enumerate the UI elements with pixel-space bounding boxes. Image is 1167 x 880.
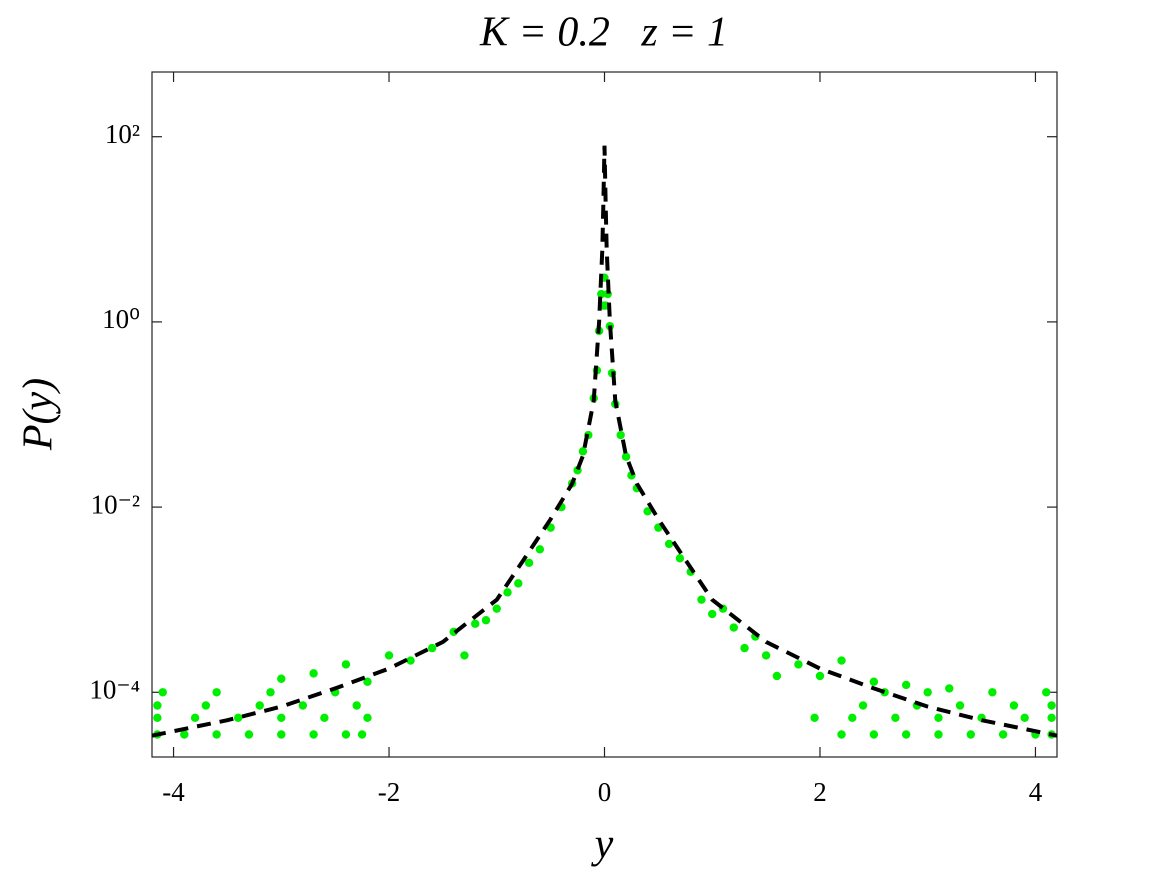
scatter-point	[180, 730, 189, 739]
x-axis-label: y	[591, 822, 614, 868]
scatter-point	[869, 677, 879, 686]
scatter-point	[153, 701, 162, 710]
scatter-point	[320, 713, 329, 723]
scatter-point	[212, 688, 221, 697]
scatter-point	[621, 452, 631, 461]
scatter-point	[697, 595, 706, 604]
scatter-point	[244, 730, 254, 739]
scatter-point	[341, 730, 351, 739]
scatter-point	[761, 651, 771, 660]
scatter-point	[578, 447, 588, 456]
scatter-point	[988, 688, 997, 697]
scatter-point	[384, 651, 394, 660]
x-tick-label: -4	[162, 777, 185, 807]
scatter-point	[363, 713, 372, 723]
scatter-point	[729, 623, 738, 632]
y-axis-label: P(y)	[16, 378, 62, 451]
scatter-point	[460, 651, 469, 660]
scatter-point	[212, 730, 221, 739]
scatter-point	[955, 701, 965, 710]
scatter-point	[503, 588, 512, 597]
scatter-point	[998, 730, 1008, 739]
scatter-point	[966, 730, 976, 739]
scatter-point	[1020, 713, 1029, 723]
scatter-point	[664, 539, 674, 549]
scatter-point	[815, 671, 825, 681]
scatter-point	[277, 674, 286, 683]
scatter-point	[675, 554, 685, 563]
scatter-point	[616, 430, 625, 440]
scatter-point	[406, 656, 415, 665]
scatter-point	[643, 507, 652, 516]
y-tick-label: 10⁻²	[91, 489, 140, 519]
scatter-point	[190, 713, 200, 723]
scatter-point	[945, 684, 954, 693]
scatter-point	[1042, 688, 1051, 697]
scatter-point	[934, 730, 943, 739]
scatter-point	[524, 558, 534, 568]
scatter-point	[535, 545, 545, 554]
x-tick-label: 4	[1029, 777, 1043, 807]
scatter-point	[481, 616, 491, 625]
scatter-point	[901, 680, 911, 690]
scatter-point	[597, 289, 606, 299]
fit-line	[151, 145, 1058, 738]
chart-title: K = 0.2 z = 1	[479, 10, 728, 56]
scatter-point	[858, 701, 868, 710]
scatter-point	[708, 609, 717, 619]
scatter-point	[869, 730, 879, 739]
scatter-point	[309, 730, 318, 739]
scatter-point	[266, 688, 275, 697]
scatter-point	[740, 643, 749, 653]
x-tick-label: 0	[598, 777, 612, 807]
y-tick-label: 10²	[105, 119, 140, 149]
scatter-point	[201, 701, 211, 710]
scatter-point	[363, 677, 372, 686]
scatter-point	[153, 713, 162, 723]
scatter-point	[277, 713, 286, 723]
scatter-point	[514, 579, 523, 588]
scatter-point	[923, 688, 932, 697]
scatter-point	[837, 656, 846, 665]
scatter-point	[1047, 713, 1056, 723]
scatter-point	[427, 643, 437, 653]
y-tick-label: 10⁰	[102, 304, 140, 334]
scatter-point	[492, 604, 501, 613]
scatter-point	[837, 730, 846, 739]
scatter-point	[277, 730, 286, 739]
scatter-point	[848, 713, 857, 723]
scatter-point	[352, 701, 361, 710]
scatter-point	[255, 701, 264, 710]
scatter-point	[810, 713, 819, 723]
x-tick-label: 2	[813, 777, 827, 807]
y-tick-label: 10⁻⁴	[89, 674, 140, 704]
scatter-point	[158, 688, 167, 697]
scatter-point	[1047, 701, 1056, 710]
scatter-point	[357, 730, 367, 739]
scatter-point	[901, 730, 911, 739]
scatter-point	[891, 713, 900, 723]
scatter-point	[233, 713, 243, 723]
x-tick-label: -2	[378, 777, 401, 807]
scatter-point	[794, 660, 803, 669]
scatter-point	[934, 713, 943, 723]
scatter-point	[772, 671, 782, 681]
scatter-point	[309, 669, 318, 678]
scatter-point	[471, 619, 480, 628]
scatter-point	[1009, 701, 1019, 710]
scatter-point	[341, 660, 351, 669]
scatter-point	[298, 701, 308, 710]
